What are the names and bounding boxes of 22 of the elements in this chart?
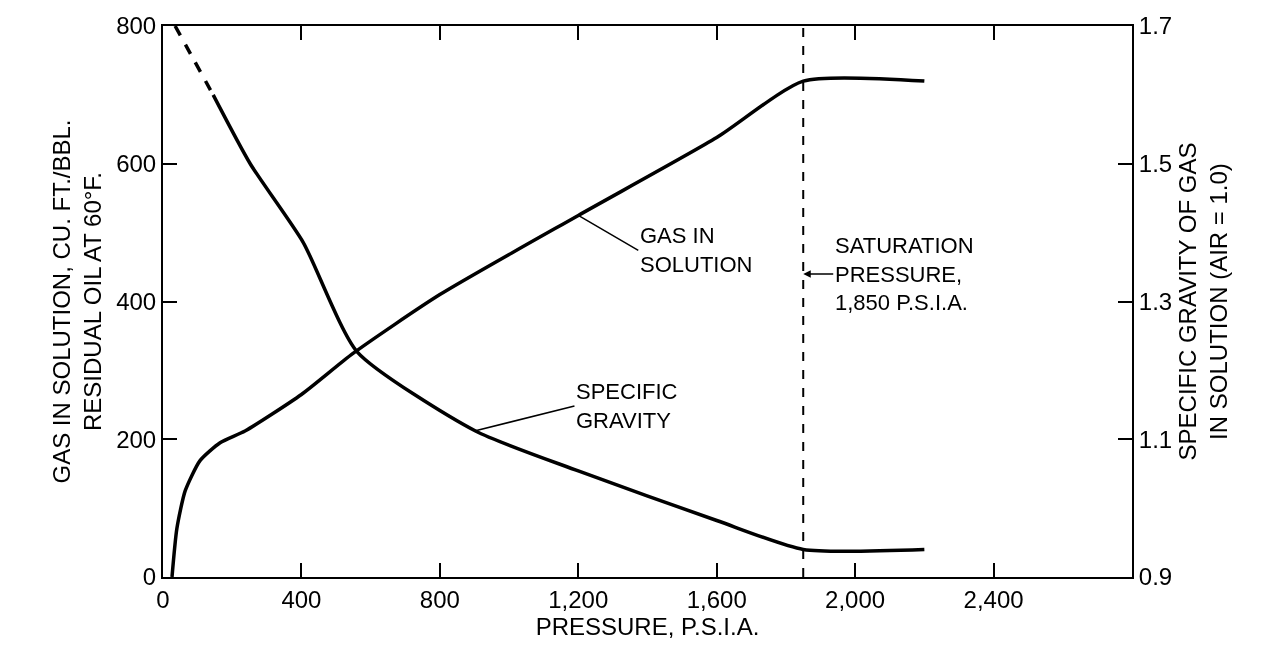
x-tick-label: 400 [281,585,322,613]
y-tick-label: 600 [116,150,157,178]
y2-tick-label: 1.5 [1138,150,1173,178]
y2-tick-label: 1.3 [1138,287,1173,315]
ref-line-label: SATURATION PRESSURE, 1,850 P.S.I.A. [835,233,974,316]
x-tick-label: 2,000 [825,585,886,613]
x-tick-label: 1,200 [548,585,609,613]
x-tick-label: 2,400 [963,585,1024,613]
x-tick-label: 800 [419,585,460,613]
y-axis-title: GAS IN SOLUTION, CU. FT./BBL. RESIDUAL OIL AT 60°F. [47,119,106,484]
y-tick-label: 0 [142,563,157,591]
y-tick-label: 200 [116,425,157,453]
y2-tick-label: 1.7 [1138,12,1173,40]
y2-tick-label: 1.1 [1138,425,1173,453]
x-tick-label: 1,600 [686,585,747,613]
y-tick-label: 800 [116,12,157,40]
annotation: SPECIFIC GRAVITY [576,379,678,433]
annotation: GAS IN SOLUTION [640,223,753,277]
y2-tick-label: 0.9 [1138,563,1173,591]
y-tick-label: 400 [116,287,157,315]
x-axis-title: PRESSURE, P.S.I.A. [535,612,760,640]
y2-axis-title: SPECIFIC GRAVITY OF GAS IN SOLUTION (AIR = 1.0) [1173,142,1233,461]
